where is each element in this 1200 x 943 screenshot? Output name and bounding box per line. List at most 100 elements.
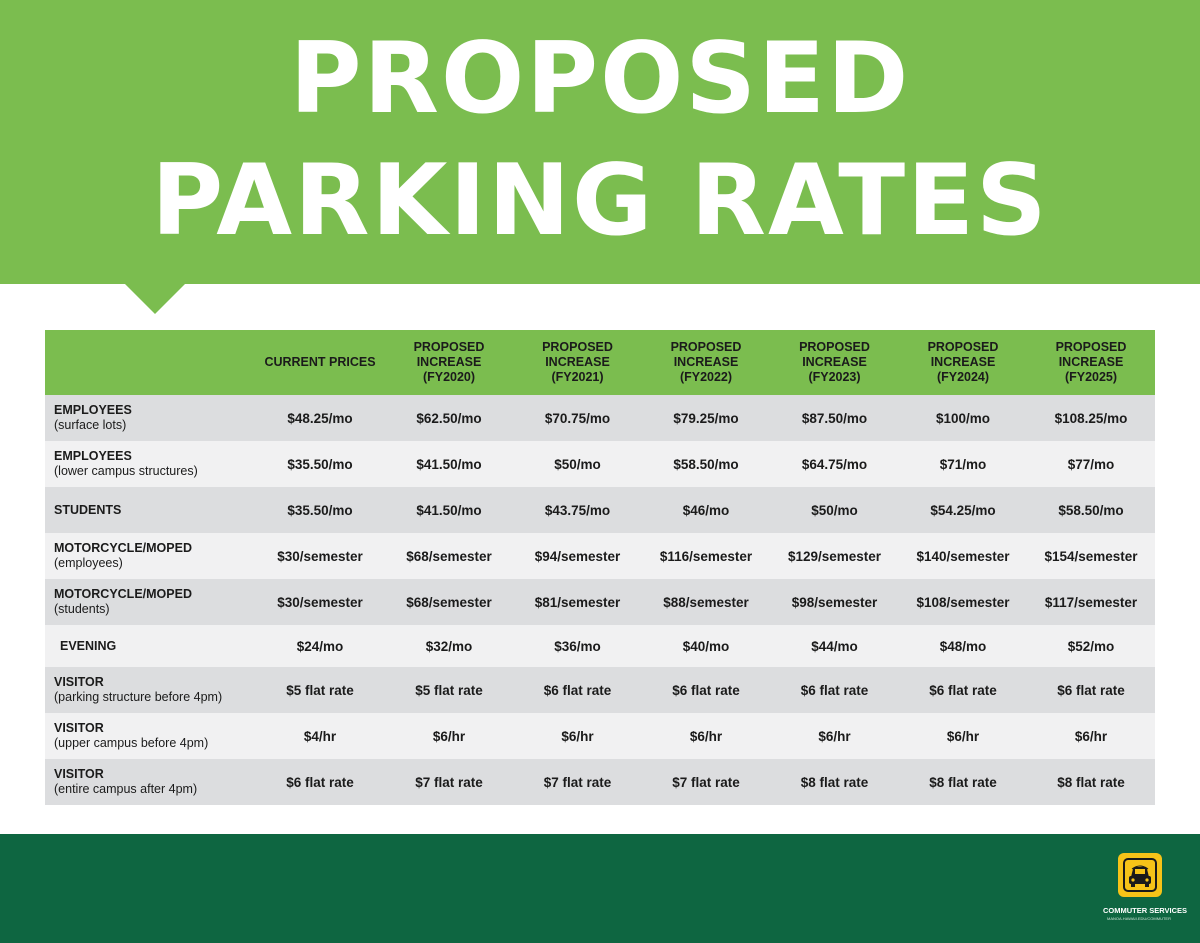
rate-cell: $7 flat rate <box>642 759 770 805</box>
rate-cell: $81/semester <box>513 579 642 625</box>
row-label-cell: VISITOR (parking structure before 4pm) <box>45 667 255 713</box>
row-label: EVENING <box>60 638 117 653</box>
row-label-cell: VISITOR (upper campus before 4pm) <box>45 713 255 759</box>
header-line: INCREASE <box>1058 355 1124 369</box>
rate-cell: $5 flat rate <box>385 667 513 713</box>
rate-cell: $6/hr <box>385 713 513 759</box>
title-banner: PROPOSED PARKING RATES <box>0 0 1200 284</box>
header-line: (FY2021) <box>551 370 604 384</box>
row-sublabel: (surface lots) <box>54 418 127 432</box>
rate-cell: $50/mo <box>770 487 899 533</box>
header-current-prices: CURRENT PRICES <box>255 330 385 395</box>
table-row-employees-surface: EMPLOYEES (surface lots) $48.25/mo $62.5… <box>45 395 1155 441</box>
rate-cell: $87.50/mo <box>770 395 899 441</box>
rate-cell: $62.50/mo <box>385 395 513 441</box>
header-line: INCREASE <box>545 355 610 369</box>
rate-cell: $129/semester <box>770 533 899 579</box>
rate-cell: $40/mo <box>642 625 770 667</box>
banner-pointer-decoration <box>124 283 186 314</box>
row-label-cell: STUDENTS <box>45 487 255 533</box>
logo-url: MANOA.HAWAII.EDU/COMMUTER <box>1107 916 1171 921</box>
header-line: PROPOSED <box>413 340 485 354</box>
rate-cell: $48.25/mo <box>255 395 385 441</box>
rate-cell: $7 flat rate <box>385 759 513 805</box>
rate-cell: $6/hr <box>1027 713 1155 759</box>
row-sublabel: (parking structure before 4pm) <box>54 690 223 704</box>
rate-cell: $6 flat rate <box>255 759 385 805</box>
rate-cell: $7 flat rate <box>513 759 642 805</box>
rate-cell: $116/semester <box>642 533 770 579</box>
header-line: (FY2023) <box>808 370 861 384</box>
rate-cell: $5 flat rate <box>255 667 385 713</box>
rate-cell: $43.75/mo <box>513 487 642 533</box>
row-sublabel: (entire campus after 4pm) <box>54 782 198 796</box>
logo-text: COMMUTER SERVICES <box>1103 906 1188 915</box>
rate-cell: $36/mo <box>513 625 642 667</box>
row-label-cell: EMPLOYEES (surface lots) <box>45 395 255 441</box>
rate-cell: $35.50/mo <box>255 487 385 533</box>
rate-cell: $77/mo <box>1027 441 1155 487</box>
rate-cell: $64.75/mo <box>770 441 899 487</box>
row-label-cell: MOTORCYCLE/MOPED (employees) <box>45 533 255 579</box>
title-line-1: PROPOSED <box>289 22 911 136</box>
rate-cell: $154/semester <box>1027 533 1155 579</box>
header-line: PROPOSED <box>1055 340 1127 354</box>
table-row-motorcycle-employees: MOTORCYCLE/MOPED (employees) $30/semeste… <box>45 533 1155 579</box>
row-label-cell: EVENING <box>45 625 255 667</box>
row-sublabel: (lower campus structures) <box>54 464 198 478</box>
header-line: INCREASE <box>673 355 739 369</box>
header-fy2024: PROPOSED INCREASE (FY2024) <box>899 330 1027 395</box>
rate-cell: $6 flat rate <box>770 667 899 713</box>
row-label: STUDENTS <box>54 502 122 517</box>
header-fy2020: PROPOSED INCREASE (FY2020) <box>385 330 513 395</box>
header-line: INCREASE <box>416 355 482 369</box>
rate-cell: $54.25/mo <box>899 487 1027 533</box>
rate-cell: $117/semester <box>1027 579 1155 625</box>
car-icon <box>1118 853 1162 897</box>
header-line: INCREASE <box>930 355 996 369</box>
rate-cell: $58.50/mo <box>642 441 770 487</box>
row-sublabel: (students) <box>54 602 110 616</box>
row-sublabel: (upper campus before 4pm) <box>54 736 209 750</box>
title-line-2: PARKING RATES <box>151 144 1049 258</box>
rate-cell: $6 flat rate <box>1027 667 1155 713</box>
row-label: VISITOR <box>54 721 104 735</box>
rate-cell: $24/mo <box>255 625 385 667</box>
header-line: (FY2024) <box>936 370 990 384</box>
rate-cell: $46/mo <box>642 487 770 533</box>
header-fy2021: PROPOSED INCREASE (FY2021) <box>513 330 642 395</box>
rates-table-body: EMPLOYEES (surface lots) $48.25/mo $62.5… <box>45 395 1155 805</box>
header-fy2022: PROPOSED INCREASE (FY2022) <box>642 330 770 395</box>
row-label-cell: MOTORCYCLE/MOPED (students) <box>45 579 255 625</box>
row-label: MOTORCYCLE/MOPED <box>54 587 192 601</box>
rates-table: CURRENT PRICES PROPOSED INCREASE (FY2020) … <box>45 330 1155 805</box>
header-line: PROPOSED <box>542 340 613 354</box>
rate-cell: $41.50/mo <box>385 487 513 533</box>
rate-cell: $6 flat rate <box>642 667 770 713</box>
rate-cell: $6/hr <box>513 713 642 759</box>
row-label: VISITOR <box>54 675 104 689</box>
header-line: PROPOSED <box>799 340 870 354</box>
rate-cell: $30/semester <box>255 533 385 579</box>
rate-cell: $8 flat rate <box>770 759 899 805</box>
rate-cell: $6/hr <box>642 713 770 759</box>
rate-cell: $108/semester <box>899 579 1027 625</box>
rate-cell: $32/mo <box>385 625 513 667</box>
rate-cell: $140/semester <box>899 533 1027 579</box>
rate-cell: $50/mo <box>513 441 642 487</box>
rate-cell: $6/hr <box>770 713 899 759</box>
rate-cell: $88/semester <box>642 579 770 625</box>
rate-cell: $6/hr <box>899 713 1027 759</box>
rate-cell: $58.50/mo <box>1027 487 1155 533</box>
table-row-motorcycle-students: MOTORCYCLE/MOPED (students) $30/semester… <box>45 579 1155 625</box>
rate-cell: $41.50/mo <box>385 441 513 487</box>
rate-cell: $100/mo <box>899 395 1027 441</box>
table-row-visitor-structure: VISITOR (parking structure before 4pm) $… <box>45 667 1155 713</box>
page-title: PROPOSED PARKING RATES <box>0 18 1200 262</box>
rate-cell: $68/semester <box>385 533 513 579</box>
header-line: (FY2020) <box>422 370 476 384</box>
header-fy2025: PROPOSED INCREASE (FY2025) <box>1027 330 1155 395</box>
table-row-visitor-upper-campus: VISITOR (upper campus before 4pm) $4/hr … <box>45 713 1155 759</box>
row-sublabel: (employees) <box>54 556 123 570</box>
header-fy2023: PROPOSED INCREASE (FY2023) <box>770 330 899 395</box>
